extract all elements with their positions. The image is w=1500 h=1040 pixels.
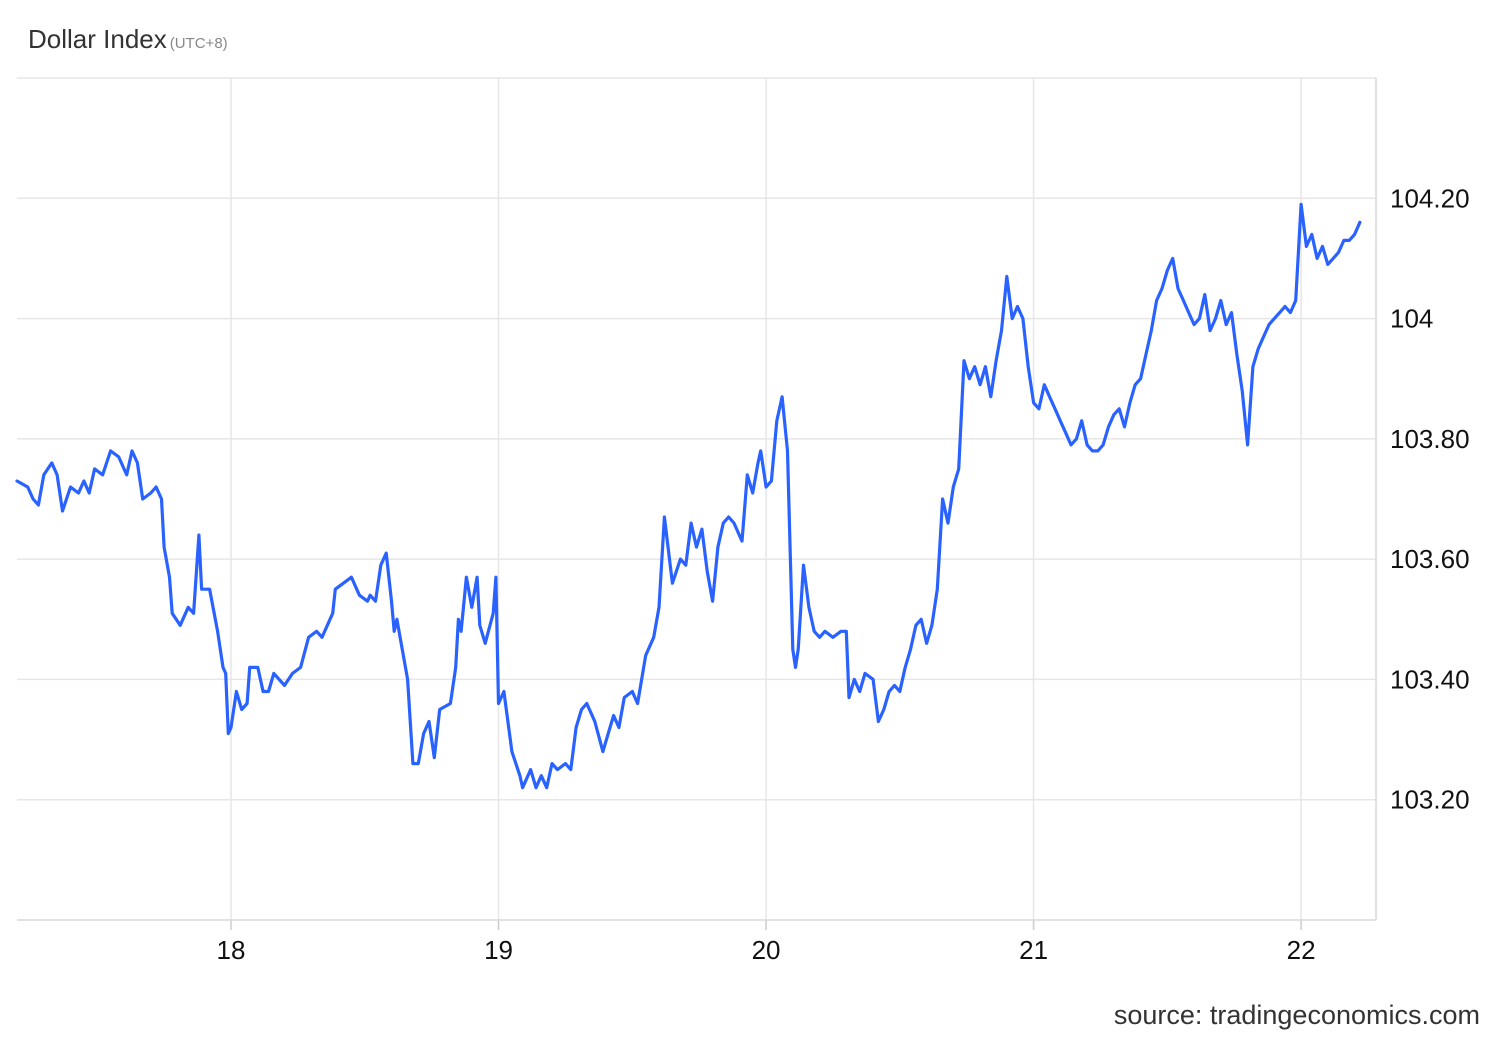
x-tick-label: 21 <box>1019 935 1048 965</box>
axes <box>17 78 1377 930</box>
chart-title: Dollar Index <box>28 24 167 54</box>
x-tick-label: 20 <box>752 935 781 965</box>
y-tick-label: 104.20 <box>1390 183 1470 213</box>
y-tick-label: 103.60 <box>1390 544 1470 574</box>
x-tick-label: 18 <box>217 935 246 965</box>
timezone-label: (UTC+8) <box>169 35 228 52</box>
y-tick-label: 103.40 <box>1390 664 1470 694</box>
y-tick-label: 103.20 <box>1390 785 1470 815</box>
tick-labels: 103.20 103.40 103.60 103.80 104 104.20 18 19 20 2… <box>217 183 1470 965</box>
y-tick-label: 104 <box>1390 304 1433 334</box>
y-tick-label: 103.80 <box>1390 424 1470 454</box>
series-line <box>15 202 1362 790</box>
x-tick-label: 19 <box>484 935 513 965</box>
series-layer <box>15 202 1362 790</box>
x-tick-label: 22 <box>1287 935 1316 965</box>
line-chart: 103.20 103.40 103.60 103.80 104 104.20 18 19 20 2… <box>15 77 1470 965</box>
chart-header: Dollar Index (UTC+8) <box>28 24 228 55</box>
grid <box>17 77 1376 920</box>
source-credit: source: tradingeconomics.com <box>1113 1000 1480 1030</box>
